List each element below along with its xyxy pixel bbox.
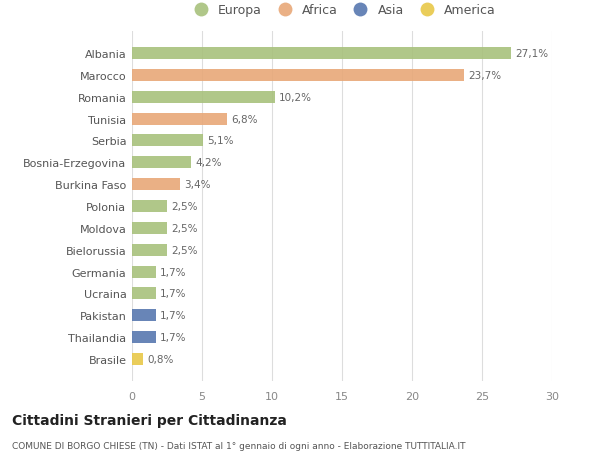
Text: 4,2%: 4,2% xyxy=(195,158,221,168)
Text: 27,1%: 27,1% xyxy=(515,49,549,59)
Text: 0,8%: 0,8% xyxy=(148,354,174,364)
Text: Cittadini Stranieri per Cittadinanza: Cittadini Stranieri per Cittadinanza xyxy=(12,413,287,427)
Bar xyxy=(132,309,156,321)
Bar xyxy=(132,70,464,82)
Bar xyxy=(132,179,179,191)
Bar xyxy=(132,222,167,235)
Bar xyxy=(132,201,167,213)
Bar xyxy=(132,331,156,343)
Text: 1,7%: 1,7% xyxy=(160,332,187,342)
Text: 1,7%: 1,7% xyxy=(160,311,187,320)
Bar xyxy=(132,288,156,300)
Text: 2,5%: 2,5% xyxy=(171,245,198,255)
Text: 1,7%: 1,7% xyxy=(160,289,187,299)
Text: 2,5%: 2,5% xyxy=(171,202,198,212)
Bar xyxy=(132,244,167,256)
Bar xyxy=(132,157,191,169)
Text: 1,7%: 1,7% xyxy=(160,267,187,277)
Text: 6,8%: 6,8% xyxy=(232,114,258,124)
Bar xyxy=(132,135,203,147)
Bar xyxy=(132,353,143,365)
Legend: Europa, Africa, Asia, America: Europa, Africa, Asia, America xyxy=(183,0,501,22)
Bar xyxy=(132,92,275,104)
Bar xyxy=(132,266,156,278)
Text: COMUNE DI BORGO CHIESE (TN) - Dati ISTAT al 1° gennaio di ogni anno - Elaborazio: COMUNE DI BORGO CHIESE (TN) - Dati ISTAT… xyxy=(12,441,466,450)
Text: 10,2%: 10,2% xyxy=(279,93,312,102)
Text: 2,5%: 2,5% xyxy=(171,224,198,233)
Bar xyxy=(132,48,511,60)
Bar xyxy=(132,113,227,125)
Text: 23,7%: 23,7% xyxy=(468,71,501,81)
Text: 3,4%: 3,4% xyxy=(184,180,211,190)
Text: 5,1%: 5,1% xyxy=(208,136,234,146)
